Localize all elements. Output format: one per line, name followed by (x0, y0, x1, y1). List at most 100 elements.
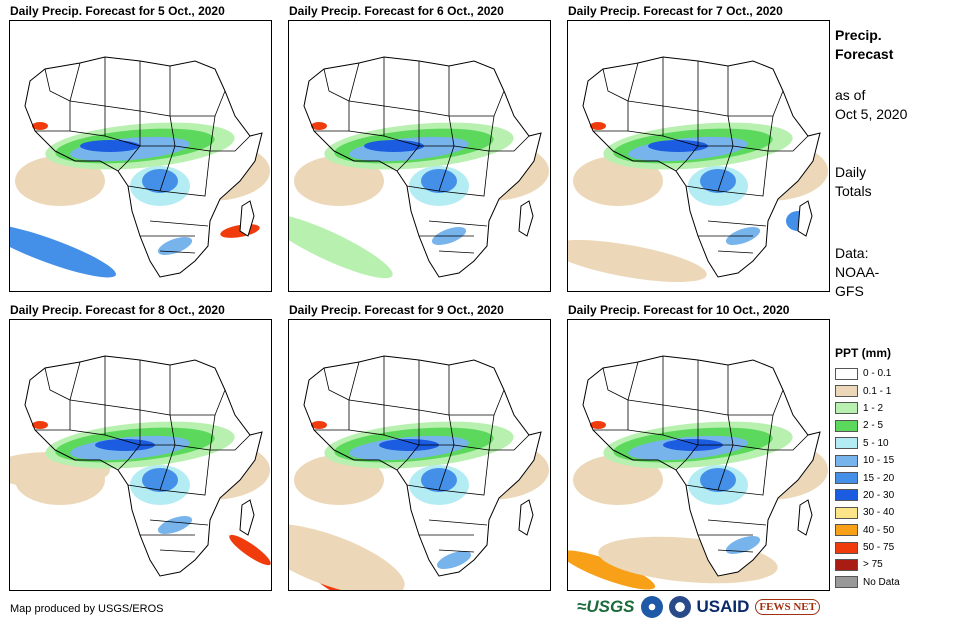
country-border (428, 519, 488, 526)
legend-item: 0 - 0.1 (835, 365, 900, 382)
legend-swatch (835, 541, 858, 554)
legend-swatch (835, 524, 858, 537)
country-border (602, 361, 639, 401)
precip-area (15, 156, 105, 206)
country-border (117, 444, 141, 471)
country-border (159, 150, 211, 197)
africa-map-6 (568, 355, 828, 590)
legend-label: 30 - 40 (863, 507, 895, 519)
country-border (675, 145, 699, 172)
logo-strip: ≈USGS USAID FEWS NET (577, 594, 820, 620)
legend-label: 2 - 5 (863, 420, 884, 432)
country-border (323, 62, 360, 102)
precip-area (311, 122, 327, 130)
legend-item: > 75 (835, 556, 900, 573)
country-border (396, 145, 420, 172)
legend-label: 5 - 10 (863, 437, 889, 449)
map-panel-1 (9, 20, 272, 292)
legend-label: 40 - 50 (863, 524, 895, 536)
precip-area (379, 439, 439, 451)
map-panel-4 (9, 319, 272, 591)
country-border (768, 135, 809, 152)
precip-area (32, 421, 48, 429)
africa-map-2 (289, 56, 549, 279)
country-border (489, 434, 530, 451)
madagascar-outline (797, 200, 813, 237)
country-border (438, 549, 475, 553)
precip-area (364, 140, 424, 152)
legend-item: 0.1 - 1 (835, 382, 900, 399)
legend-swatch (835, 576, 858, 589)
noaa-logo-icon (640, 596, 663, 618)
panel-title-5: Daily Precip. Forecast for 9 Oct., 2020 (289, 303, 504, 317)
sidebar-totals-line2: Totals (835, 183, 872, 199)
map-panel-5 (288, 319, 551, 591)
country-border (489, 135, 530, 152)
map-panel-3 (567, 20, 830, 292)
panel-title-2: Daily Precip. Forecast for 6 Oct., 2020 (289, 4, 504, 18)
precip-area (573, 455, 663, 505)
precip-area (10, 224, 116, 278)
legend-label: No Data (863, 576, 900, 588)
legend-swatch (835, 367, 858, 380)
country-border (396, 444, 420, 471)
legend-item: 5 - 10 (835, 435, 900, 452)
precip-area (311, 421, 327, 429)
legend-label: > 75 (863, 559, 883, 571)
sidebar-data-line2: NOAA- (835, 264, 880, 280)
country-border (428, 220, 488, 227)
legend-label: 0 - 0.1 (863, 368, 892, 380)
precip-area (700, 169, 736, 193)
legend-item: 50 - 75 (835, 539, 900, 556)
country-border (44, 361, 81, 401)
precip-area (725, 535, 761, 555)
panel-title-3: Daily Precip. Forecast for 7 Oct., 2020 (568, 4, 783, 18)
precip-area (229, 534, 271, 566)
precip-area (294, 455, 384, 505)
precip-area (32, 122, 48, 130)
country-border (717, 449, 769, 496)
legend-swatch (835, 506, 858, 519)
legend-swatch (835, 437, 858, 450)
country-border (159, 549, 196, 553)
precip-area (590, 421, 606, 429)
country-border (210, 135, 251, 152)
country-border (149, 519, 209, 526)
fews-net-logo: FEWS NET (755, 599, 820, 615)
country-border (717, 250, 754, 254)
map-panel-6 (567, 319, 830, 591)
legend-item: 40 - 50 (835, 522, 900, 539)
legend: 0 - 0.1 0.1 - 1 1 - 2 2 - 5 5 - 10 10 - 15 15 … (835, 365, 900, 591)
legend-item: 1 - 2 (835, 400, 900, 417)
legend-label: 10 - 15 (863, 455, 895, 467)
precip-area (436, 550, 472, 570)
country-border (438, 449, 490, 496)
precip-area (421, 468, 457, 492)
country-border (438, 150, 490, 197)
country-border (149, 220, 209, 227)
country-border (323, 361, 360, 401)
sidebar-heading-line2: Forecast (835, 46, 894, 62)
legend-item: 20 - 30 (835, 487, 900, 504)
legend-label: 50 - 75 (863, 542, 895, 554)
legend-item: 10 - 15 (835, 452, 900, 469)
country-border (602, 62, 639, 102)
legend-label: 20 - 30 (863, 489, 895, 501)
precip-area (142, 468, 178, 492)
madagascar-outline (239, 499, 255, 536)
precip-area (142, 169, 178, 193)
panel-title-1: Daily Precip. Forecast for 5 Oct., 2020 (10, 4, 225, 18)
legend-swatch (835, 489, 858, 502)
panel-title-4: Daily Precip. Forecast for 8 Oct., 2020 (10, 303, 225, 317)
legend-swatch (835, 454, 858, 467)
legend-swatch (835, 385, 858, 398)
country-border (717, 150, 769, 197)
country-border (707, 220, 767, 227)
nasa-seal-icon (668, 596, 691, 618)
precip-area (663, 439, 723, 451)
precip-area (294, 156, 384, 206)
precip-area (573, 156, 663, 206)
precip-area (157, 515, 193, 535)
legend-title: PPT (mm) (835, 346, 892, 360)
madagascar-outline (239, 200, 255, 237)
